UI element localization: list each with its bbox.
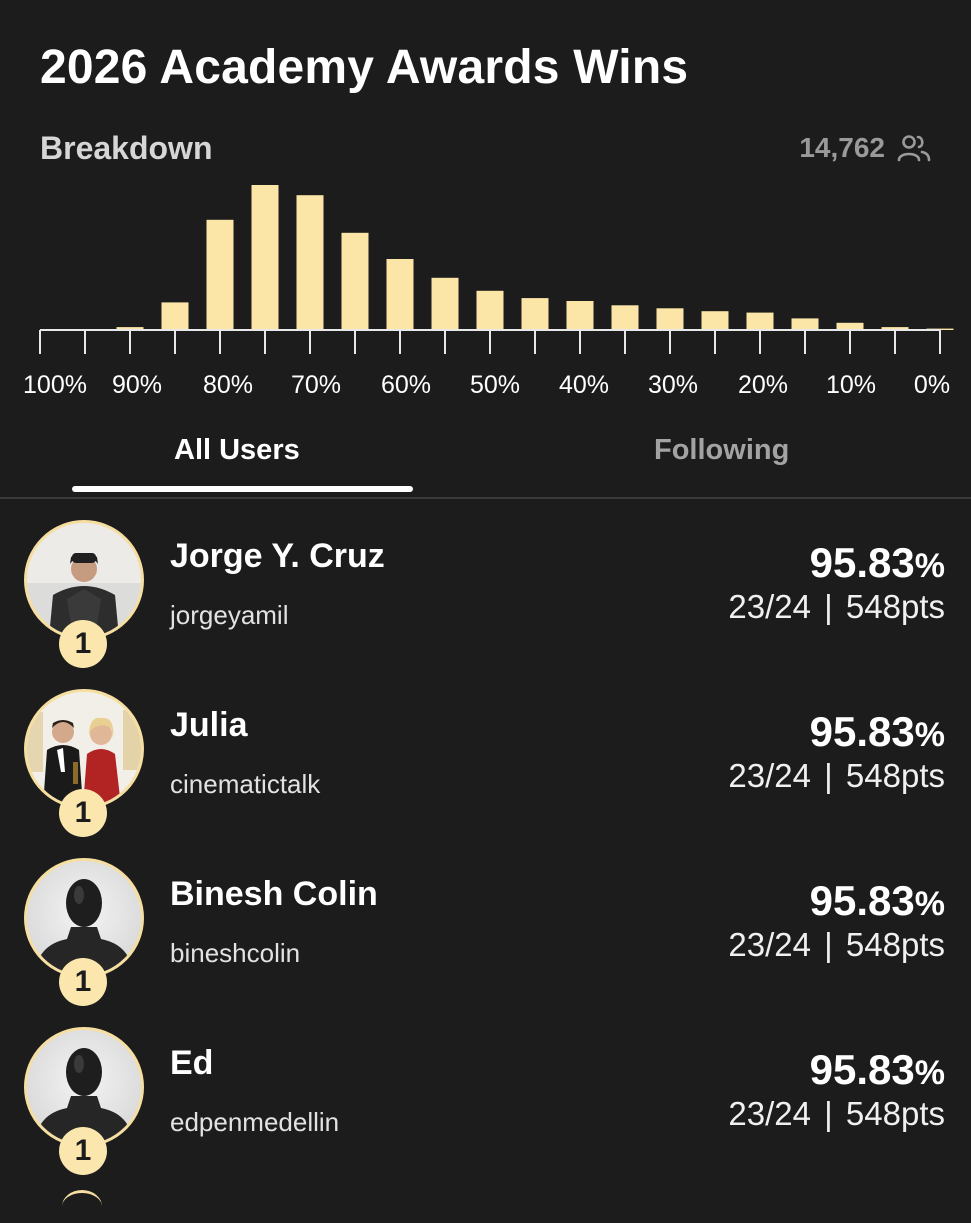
accuracy-value: 95.83 — [809, 1046, 915, 1093]
tabs-divider — [0, 497, 971, 499]
score-separator: | — [824, 926, 833, 963]
accuracy-percent: 95.83% — [810, 539, 945, 587]
histogram-tick-label: 100% — [23, 371, 87, 399]
score-line: 23/24 | 548pts — [728, 1095, 945, 1133]
histogram-bar-80pct — [206, 219, 234, 330]
rank-badge: 1 — [59, 789, 107, 837]
breakdown-histogram: 100% 90% 80% 70% 60% 50% 40% 30% 20% 10% 0% — [23, 185, 954, 399]
avatar-photo-couple — [24, 689, 144, 809]
user-name[interactable]: Jorge Y. Cruz — [170, 537, 385, 575]
tab-following[interactable]: Following — [654, 434, 790, 466]
histogram-bar-40pct — [566, 301, 594, 330]
histogram-bar-55pct — [431, 277, 459, 330]
user-name[interactable]: Binesh Colin — [170, 875, 378, 913]
correct-count: 23/24 — [728, 1095, 811, 1132]
histogram-tick-label: 20% — [738, 371, 788, 399]
histogram-bar-85pct — [161, 302, 189, 330]
user-handle: edpenmedellin — [170, 1107, 340, 1137]
correct-count: 23/24 — [728, 757, 811, 794]
histogram-tick-label: 10% — [826, 371, 876, 399]
leaderboard-row[interactable]: 1 Jorge Y. Cruz jorgeyamil 95.83% 23/24 … — [0, 499, 971, 668]
accuracy-percent: 95.83% — [810, 877, 945, 925]
correct-count: 23/24 — [728, 588, 811, 625]
points: 548pts — [845, 757, 945, 794]
histogram-bar-25pct — [701, 311, 729, 331]
percent-symbol: % — [914, 716, 945, 754]
accuracy-value: 95.83 — [809, 539, 915, 586]
next-row-avatar-partial — [62, 1190, 102, 1223]
correct-count: 23/24 — [728, 926, 811, 963]
user-name[interactable]: Julia — [170, 706, 248, 744]
leaderboard-row[interactable]: 1 Binesh Colin bineshcolin 95.83% 23/24 … — [0, 837, 971, 1006]
tab-all-users[interactable]: All Users — [174, 434, 300, 466]
rank-badge: 1 — [59, 958, 107, 1006]
user-handle: bineshcolin — [170, 938, 301, 968]
percent-symbol: % — [914, 885, 945, 923]
avatar[interactable]: 1 — [24, 858, 144, 1006]
histogram-bar-90pct — [116, 327, 144, 330]
score-line: 23/24 | 548pts — [728, 757, 945, 795]
histogram-bar-75pct — [251, 185, 279, 330]
accuracy-value: 95.83 — [809, 877, 915, 924]
percent-symbol: % — [914, 1054, 945, 1092]
user-handle: jorgeyamil — [170, 600, 289, 630]
histogram-tick-label: 60% — [381, 371, 431, 399]
rank-badge: 1 — [59, 620, 107, 668]
tab-bar: All Users Following — [0, 420, 971, 498]
score-line: 23/24 | 548pts — [728, 588, 945, 626]
avatar[interactable]: 1 — [24, 1027, 144, 1175]
avatar[interactable]: 1 — [24, 689, 144, 837]
score-separator: | — [824, 757, 833, 794]
histogram-tick-label: 70% — [291, 371, 341, 399]
histogram-bar-15pct — [791, 318, 819, 330]
people-icon — [897, 135, 931, 162]
leaderboard-row[interactable]: 1 Ed edpenmedellin 95.83% 23/24 | 548pts — [0, 1006, 971, 1175]
histogram-bar-20pct — [746, 312, 774, 330]
histogram-tick-label: 50% — [470, 371, 520, 399]
rank-badge: 1 — [59, 1127, 107, 1175]
accuracy-percent: 95.83% — [810, 1046, 945, 1094]
histogram-bar-10pct — [836, 322, 864, 331]
accuracy-percent: 95.83% — [810, 708, 945, 756]
score-line: 23/24 | 548pts — [728, 926, 945, 964]
default-avatar-icon — [24, 1027, 144, 1147]
score-separator: | — [824, 1095, 833, 1132]
leaderboard-list: 1 Jorge Y. Cruz jorgeyamil 95.83% 23/24 … — [0, 499, 971, 1175]
percent-symbol: % — [914, 547, 945, 585]
histogram-bar-45pct — [521, 298, 549, 330]
active-tab-indicator — [72, 486, 413, 492]
histogram-bar-30pct — [656, 308, 684, 331]
histogram-tick-label: 90% — [112, 371, 162, 399]
histogram-bar-5pct — [881, 327, 909, 330]
histogram-bar-35pct — [611, 305, 639, 330]
breakdown-label: Breakdown — [40, 130, 213, 166]
score-separator: | — [824, 588, 833, 625]
points: 548pts — [845, 1095, 945, 1132]
user-name[interactable]: Ed — [170, 1044, 214, 1082]
histogram-bar-60pct — [386, 259, 414, 330]
histogram-tick-label: 40% — [559, 371, 609, 399]
histogram-bar-65pct — [341, 232, 369, 330]
histogram-tick-label: 30% — [648, 371, 698, 399]
points: 548pts — [845, 588, 945, 625]
avatar-photo-man — [24, 520, 144, 640]
default-avatar-icon — [24, 858, 144, 978]
histogram-tick-label: 0% — [914, 371, 950, 399]
user-handle: cinematictalk — [170, 769, 321, 799]
histogram-bar-50pct — [476, 290, 504, 330]
page-title: 2026 Academy Awards Wins — [40, 41, 689, 94]
accuracy-value: 95.83 — [809, 708, 915, 755]
avatar[interactable]: 1 — [24, 520, 144, 668]
points: 548pts — [845, 926, 945, 963]
participant-count: 14,762 — [799, 132, 931, 164]
leaderboard-row[interactable]: 1 Julia cinematictalk 95.83% 23/24 | 548… — [0, 668, 971, 837]
histogram-tick-label: 80% — [203, 371, 253, 399]
participant-count-value: 14,762 — [799, 132, 885, 163]
histogram-bar-70pct — [296, 195, 324, 330]
